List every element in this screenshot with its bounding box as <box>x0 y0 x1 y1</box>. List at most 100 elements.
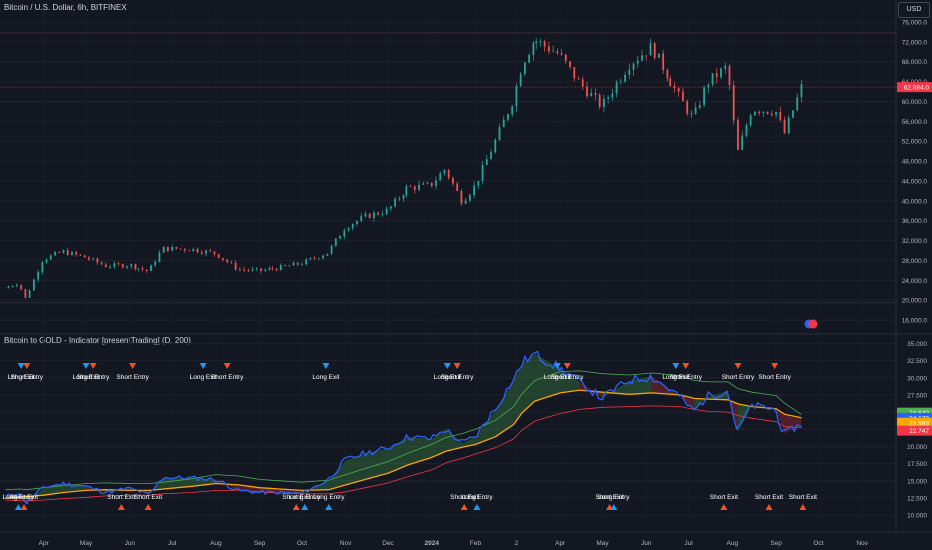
candle-body <box>275 269 278 271</box>
candle-body <box>196 248 199 253</box>
candle-body <box>54 252 56 256</box>
candle-body <box>477 180 480 186</box>
candle-body <box>360 216 363 221</box>
candle-body <box>619 81 622 83</box>
long-exit-marker <box>17 363 25 369</box>
candle-body <box>707 84 710 88</box>
price-tick-label: 48,000.0 <box>902 159 928 166</box>
candle-body <box>130 264 133 267</box>
candle-body <box>673 86 676 89</box>
candle-body <box>398 198 401 200</box>
candle-body <box>615 82 618 94</box>
x-tick-label: Dec <box>382 540 394 547</box>
candle-body <box>71 251 73 255</box>
short-entry-marker <box>734 363 742 369</box>
long-exit-label: Long Exit <box>662 374 689 381</box>
trend-fill <box>495 380 514 437</box>
price-tick-label: 24,000.0 <box>902 278 928 285</box>
candle-body <box>690 113 693 115</box>
candle-body <box>137 268 140 270</box>
price-tick-label: 44,000.0 <box>902 178 928 185</box>
candle-body <box>326 253 329 256</box>
candle-body <box>79 254 82 256</box>
trend-fill <box>694 396 709 411</box>
candle-body <box>150 265 152 272</box>
short-exit-label: Short Exit <box>107 494 135 501</box>
indicator-value-label-bg <box>897 425 932 436</box>
candle-body <box>134 264 137 270</box>
trend-fill <box>475 410 496 445</box>
candle-body <box>543 41 546 47</box>
indicator-tick-label: 12.500 <box>907 495 927 502</box>
candle-body <box>439 173 442 181</box>
candle-body <box>279 265 282 271</box>
candle-body <box>192 248 195 251</box>
long-exit-marker <box>322 363 330 369</box>
candle-body <box>330 245 333 254</box>
candle-body <box>569 61 571 67</box>
candle-body <box>624 74 626 82</box>
candle-body <box>560 53 563 55</box>
long-exit-marker <box>672 363 680 369</box>
short-entry-label: Short Entry <box>758 374 791 381</box>
long-entry-marker <box>325 504 333 510</box>
trend-fill <box>579 381 603 398</box>
candle-body <box>766 111 769 114</box>
candle-body <box>389 206 392 209</box>
short-exit-label: Short Exit <box>789 494 817 501</box>
candle-body <box>183 248 186 251</box>
short-exit-label: Short Exit <box>595 494 623 501</box>
x-tick-label: Jun <box>641 540 652 547</box>
candle-body <box>452 177 454 184</box>
candle-body <box>749 115 752 126</box>
candle-body <box>213 251 216 255</box>
short-entry-label: Short Entry <box>441 374 474 381</box>
candle-body <box>732 85 735 121</box>
long-exit-label: Long Exit <box>312 374 339 381</box>
candle-body <box>109 266 111 268</box>
trend-fill <box>776 408 785 434</box>
candle-body <box>351 224 354 229</box>
long-entry-marker <box>473 504 481 510</box>
candle-body <box>649 43 652 56</box>
trend-fill <box>445 429 463 452</box>
candle-body <box>200 252 203 254</box>
x-tick-label: 2024 <box>425 540 440 547</box>
candle-body <box>792 110 794 118</box>
last-price-label-bg <box>897 82 932 93</box>
candle-body <box>385 208 388 215</box>
candle-body <box>502 119 505 128</box>
short-entry-label: Short Entry <box>116 374 149 381</box>
candle-body <box>524 62 526 75</box>
trend-fill <box>784 414 802 434</box>
candle-body <box>347 228 350 231</box>
candle-body <box>41 262 44 273</box>
candle-body <box>87 257 90 260</box>
candle-body <box>113 263 116 267</box>
candle-body <box>577 78 580 80</box>
candle-body <box>24 289 27 298</box>
x-tick-label: May <box>596 540 609 547</box>
short-exit-label: Short Exit <box>10 494 38 501</box>
short-entry-marker <box>223 363 231 369</box>
candle-body <box>167 246 169 251</box>
short-entry-label: Short Entry <box>11 374 44 381</box>
candle-body <box>586 86 588 97</box>
candle-body <box>217 254 220 258</box>
candle-body <box>255 268 258 270</box>
short-exit-marker <box>765 504 773 510</box>
candle-body <box>373 212 375 219</box>
price-panel <box>0 37 896 329</box>
x-tick-label: Oct <box>813 540 823 547</box>
price-tick-label: 32,000.0 <box>902 238 928 245</box>
short-exit-label: Short Exit <box>134 494 162 501</box>
candle-body <box>117 263 120 265</box>
price-tick-label: 40,000.0 <box>902 198 928 205</box>
indicator-tick-label: 17.500 <box>907 461 927 468</box>
candle-body <box>594 93 597 95</box>
currency-button[interactable]: USD <box>898 2 930 18</box>
candle-body <box>511 106 514 115</box>
long-entry-label: Long Entry <box>289 494 321 501</box>
candle-body <box>653 43 656 58</box>
